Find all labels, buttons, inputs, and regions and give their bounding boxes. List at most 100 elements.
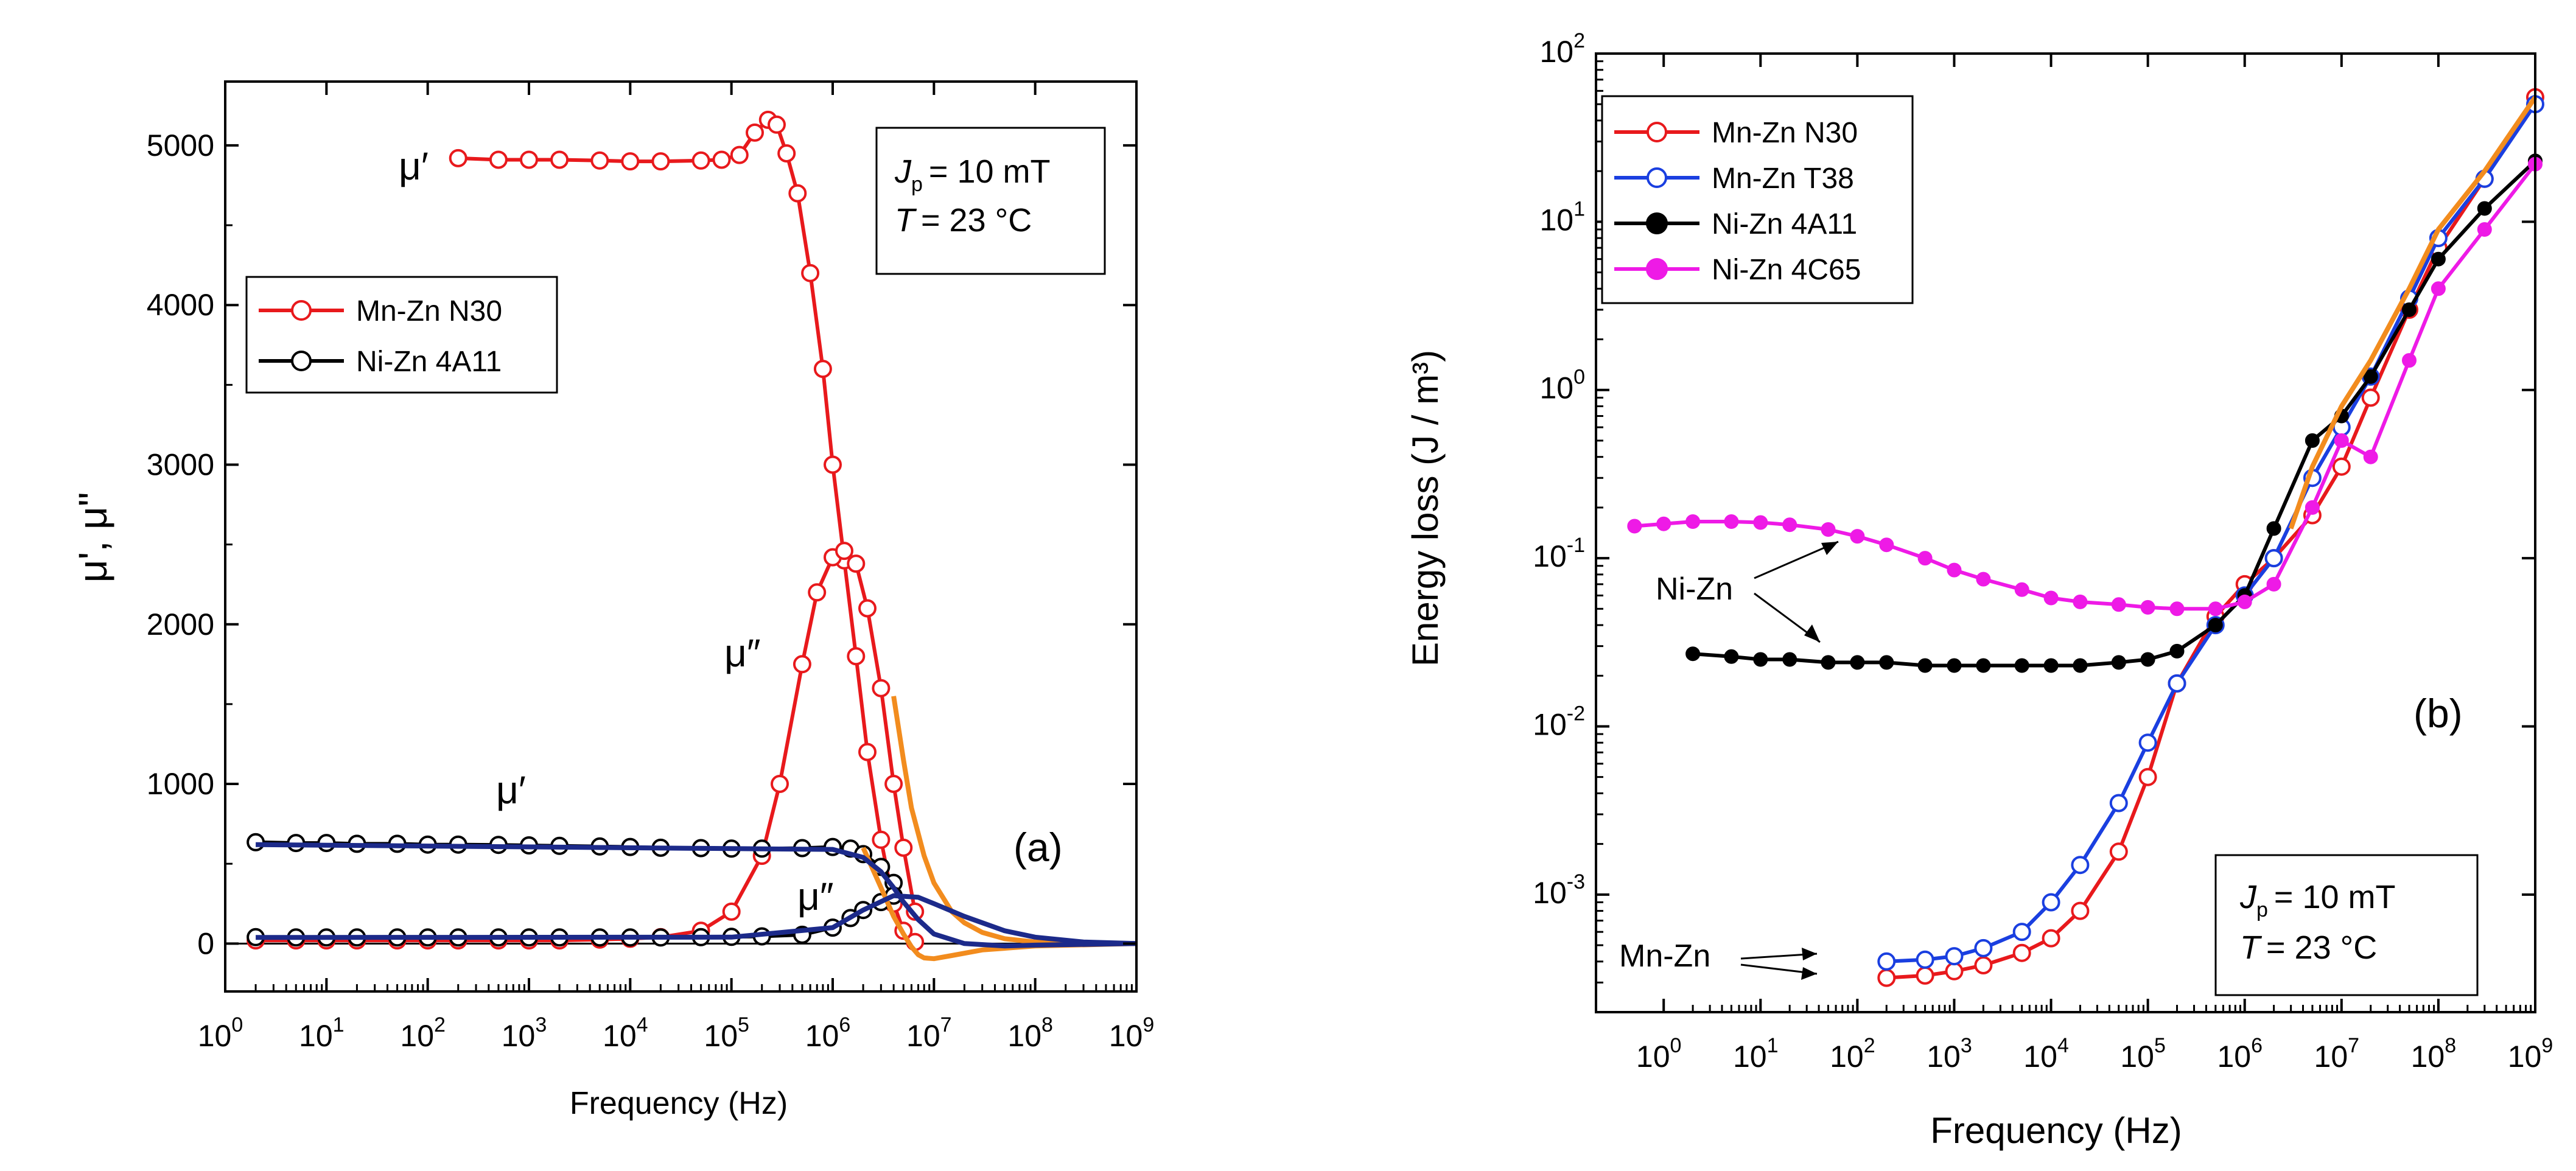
data-point	[1685, 514, 1701, 529]
panel-b-curves	[1627, 88, 2544, 987]
data-point	[1976, 572, 1991, 587]
data-point	[2431, 251, 2446, 267]
data-point	[712, 150, 731, 169]
legend-label-mnzn-n30: Mn-Zn N30	[1712, 117, 1858, 149]
legend-label-nizn-4c65: Ni-Zn 4C65	[1712, 254, 1861, 286]
panel-a-x-axis-label: Frequency (Hz)	[570, 1086, 788, 1121]
panel-a: 100 101 102 103 104 105 106 107 108 109 0 1000 2000…	[70, 80, 1155, 1121]
x-tick-label: 103	[502, 1013, 547, 1053]
x-tick-label: 100	[1636, 1034, 1682, 1074]
data-point	[2012, 943, 2031, 962]
series-line	[1634, 163, 2537, 611]
panel-a-label: (a)	[1013, 825, 1063, 870]
x-tick-label: 102	[1830, 1034, 1875, 1074]
annotation-nizn: Ni-Zn	[1656, 572, 1733, 607]
x-tick-label: 100	[198, 1013, 243, 1053]
series-7	[256, 893, 1137, 946]
data-point	[2334, 433, 2349, 448]
series-1	[1877, 95, 2544, 971]
annotation-mu-prime-nizn: μ′	[496, 768, 526, 812]
data-point	[777, 144, 796, 163]
data-point	[768, 115, 786, 134]
data-point	[2477, 222, 2492, 237]
data-point	[1976, 658, 1991, 673]
data-point	[2361, 388, 2380, 407]
y-tick-label: 1000	[147, 767, 214, 801]
x-tick-label: 107	[2314, 1034, 2360, 1074]
data-point	[2169, 643, 2185, 659]
y-tick-label: 2000	[147, 607, 214, 641]
panel-a-frame	[224, 80, 1138, 993]
data-point	[1916, 966, 1934, 985]
x-tick-label: 106	[2217, 1034, 2263, 1074]
x-tick-label: 108	[1007, 1013, 1053, 1053]
data-point	[2014, 658, 2029, 673]
data-point	[1753, 652, 1768, 667]
svg-text:T= 23 °C: T = 23 °C	[2240, 929, 2377, 966]
series-4	[2288, 96, 2538, 530]
data-point	[813, 360, 832, 379]
series-line	[256, 842, 1137, 949]
y-tick-label: 100	[1539, 366, 1585, 405]
legend-marker	[1647, 167, 1667, 188]
x-tick-label: 109	[1109, 1013, 1155, 1053]
legend-label-mnzn-n30: Mn-Zn N30	[356, 295, 502, 327]
series-line	[458, 117, 917, 943]
data-point	[1974, 939, 1993, 957]
data-point	[691, 151, 710, 170]
data-point	[793, 655, 811, 674]
annotation-arrowhead	[1804, 624, 1820, 642]
data-point	[2109, 842, 2128, 861]
data-point	[1916, 950, 1934, 969]
data-point	[449, 149, 467, 167]
jp-value: = 10 mT	[2274, 879, 2396, 915]
panel-a-y-axis-label: μ', μ"	[70, 492, 115, 583]
data-point	[2071, 856, 2090, 875]
svg-text:Jp= 10 mT: Jp = 10 mT	[894, 153, 1051, 196]
panel-b-label: (b)	[2413, 691, 2463, 736]
data-point	[2111, 597, 2126, 612]
jp-symbol: J	[894, 153, 912, 190]
annotation-mu-prime-mnzn: μ′	[399, 144, 429, 188]
x-tick-label: 109	[2508, 1034, 2553, 1074]
panel-a-conditions-box: Jp = 10 mT T = 23 °C	[875, 127, 1106, 275]
data-point	[1782, 652, 1797, 667]
data-point	[858, 599, 877, 618]
data-point	[2073, 658, 2088, 673]
annotation-arrowhead	[1801, 967, 1817, 980]
legend-marker	[1647, 122, 1667, 142]
data-point	[746, 123, 764, 142]
legend-label-mnzn-t38: Mn-Zn T38	[1712, 163, 1854, 195]
data-point	[2266, 576, 2281, 592]
data-point	[2332, 457, 2351, 476]
data-point	[1945, 947, 1964, 966]
data-point	[2237, 594, 2252, 609]
y-tick-label: 10-1	[1533, 534, 1585, 573]
x-tick-label: 104	[603, 1013, 648, 1053]
data-point	[824, 455, 842, 474]
panel-b-x-ticks: 100 101 102 103 104 105 106 107 108 109	[1636, 54, 2553, 1074]
data-point	[2071, 901, 2090, 920]
legend-marker	[291, 351, 312, 371]
legend-marker	[1646, 258, 1668, 280]
panel-a-y-ticks: 0 1000 2000 3000 4000 5000	[147, 128, 1136, 960]
data-point	[2043, 590, 2059, 606]
data-point	[847, 554, 866, 573]
data-point	[2208, 618, 2223, 633]
annotation-arrowhead	[1821, 542, 1838, 555]
data-point	[489, 150, 508, 169]
x-tick-label: 106	[805, 1013, 851, 1053]
panel-b-y-ticks: 10-3 10-2 10-1 100 101 102	[1533, 29, 2535, 1013]
panel-a-curves	[225, 110, 1137, 962]
data-point	[1917, 551, 1933, 566]
legend-label-nizn-4a11: Ni-Zn 4A11	[1712, 208, 1857, 240]
data-point	[1627, 519, 1642, 534]
data-point	[1782, 517, 1797, 533]
data-point	[2073, 594, 2088, 609]
y-tick-label: 102	[1539, 29, 1585, 69]
data-point	[1850, 529, 1865, 544]
x-tick-label: 107	[906, 1013, 952, 1053]
series-6	[256, 842, 1137, 949]
panel-a-x-ticks: 100 101 102 103 104 105 106 107 108 109	[198, 82, 1155, 1053]
annotation-mu-double-prime-mnzn: μ″	[724, 631, 761, 675]
